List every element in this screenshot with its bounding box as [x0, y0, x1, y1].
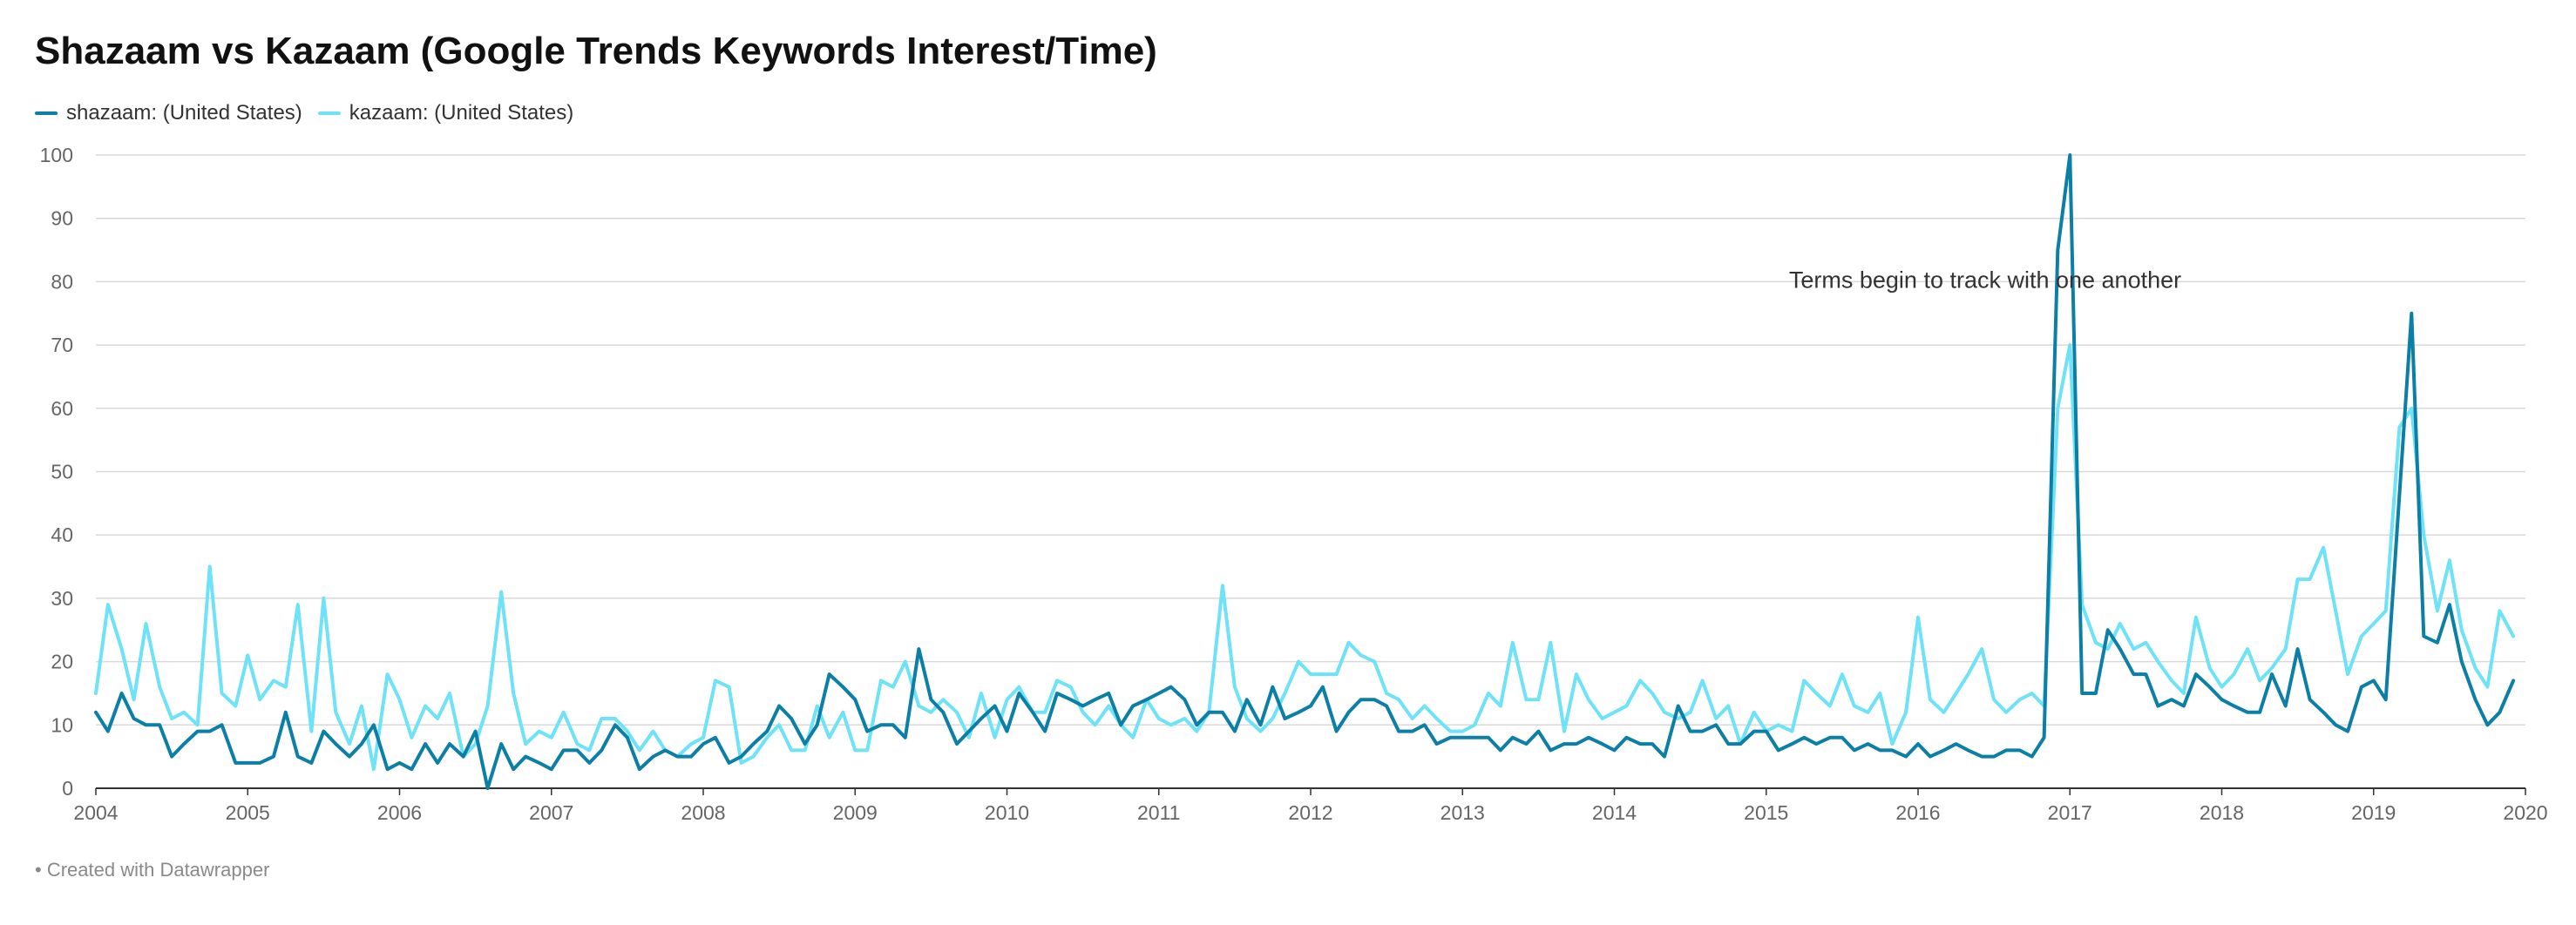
- y-tick-label: 10: [51, 713, 73, 736]
- y-tick-label: 60: [51, 397, 73, 420]
- y-tick-label: 40: [51, 523, 73, 546]
- legend-item-shazaam: shazaam: (United States): [35, 101, 302, 125]
- x-tick-label: 2019: [2351, 801, 2396, 824]
- x-tick-label: 2017: [2048, 801, 2092, 824]
- chart-title: Shazaam vs Kazaam (Google Trends Keyword…: [35, 30, 1157, 72]
- legend-label-kazaam: kazaam: (United States): [349, 101, 574, 125]
- x-tick-label: 2004: [73, 801, 118, 824]
- x-tick-label: 2007: [529, 801, 573, 824]
- series-line-kazaam: [94, 343, 2516, 772]
- legend-label-shazaam: shazaam: (United States): [66, 101, 302, 125]
- y-tick-label: 80: [51, 270, 73, 293]
- legend-item-kazaam: kazaam: (United States): [317, 101, 574, 125]
- legend-swatch-shazaam: [35, 111, 58, 115]
- x-tick-label: 2010: [985, 801, 1029, 824]
- y-tick-label: 100: [40, 144, 73, 166]
- y-tick-label: 50: [51, 461, 73, 483]
- chart-legend: shazaam: (United States) kazaam: (United…: [35, 101, 589, 125]
- x-tick-label: 2018: [2200, 801, 2244, 824]
- y-tick-label: 20: [51, 651, 73, 673]
- y-tick-label: 0: [62, 777, 73, 800]
- x-tick-label: 2005: [226, 801, 270, 824]
- y-tick-label: 70: [51, 334, 73, 356]
- x-tick-label: 2008: [681, 801, 725, 824]
- annotation-text: Terms begin to track with one another: [1789, 267, 2181, 294]
- x-tick-label: 2011: [1137, 801, 1180, 824]
- y-tick-label: 90: [51, 207, 73, 230]
- x-tick-label: 2013: [1441, 801, 1485, 824]
- x-tick-label: 2020: [2503, 801, 2547, 824]
- chart-footer: • Created with Datawrapper: [35, 859, 270, 881]
- x-tick-label: 2016: [1895, 801, 1940, 824]
- y-tick-label: 30: [51, 587, 73, 610]
- x-tick-label: 2012: [1288, 801, 1332, 824]
- x-tick-label: 2009: [833, 801, 878, 824]
- x-tick-label: 2015: [1744, 801, 1788, 824]
- x-tick-label: 2014: [1592, 801, 1637, 824]
- footer-text: Created with Datawrapper: [46, 859, 270, 881]
- x-tick-label: 2006: [377, 801, 422, 824]
- series-line-shazaam: [94, 153, 2516, 790]
- legend-swatch-kazaam: [317, 111, 341, 115]
